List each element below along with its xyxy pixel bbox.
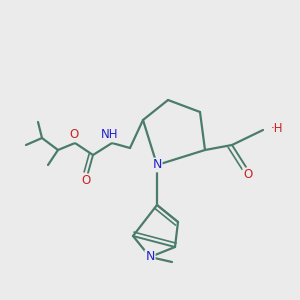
Text: O: O xyxy=(243,169,253,182)
Text: ·H: ·H xyxy=(271,122,284,134)
Text: N: N xyxy=(152,158,162,172)
Text: N: N xyxy=(145,250,155,263)
Text: O: O xyxy=(69,128,79,142)
Text: NH: NH xyxy=(101,128,119,142)
Text: O: O xyxy=(81,175,91,188)
